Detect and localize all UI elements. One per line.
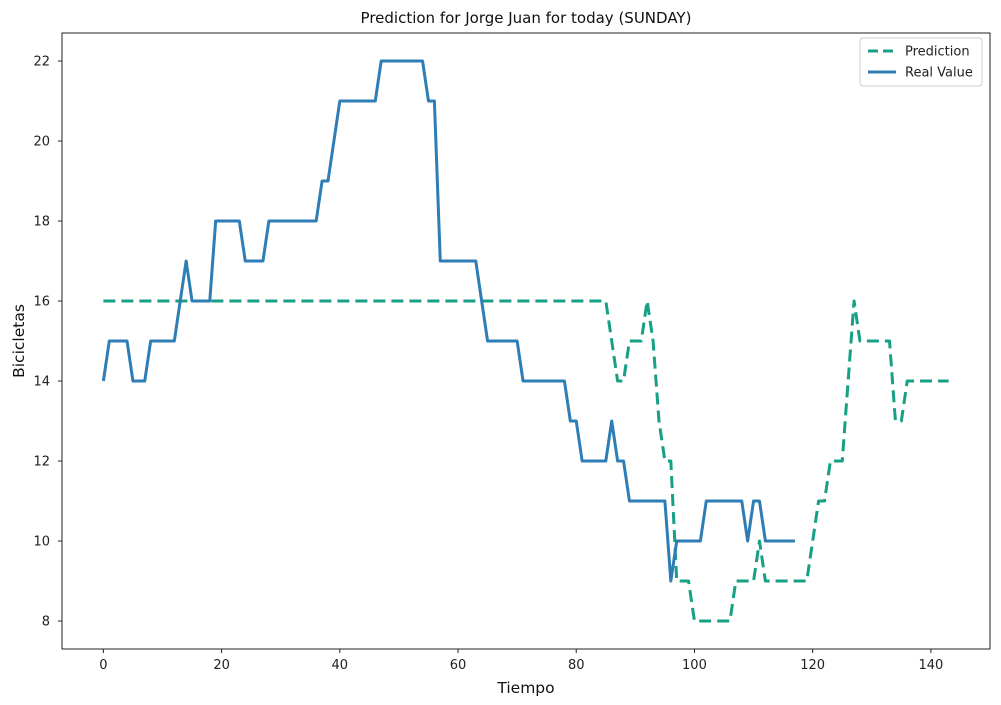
y-tick-label: 8 [42, 615, 50, 630]
x-tick-label: 140 [918, 658, 943, 673]
x-tick-label: 40 [332, 658, 349, 673]
x-tick-label: 60 [450, 658, 467, 673]
x-tick-label: 80 [568, 658, 585, 673]
series-line-prediction [103, 299, 949, 623]
y-tick-label: 20 [33, 135, 50, 150]
legend-label: Prediction [905, 45, 970, 60]
y-tick-label: 18 [33, 215, 50, 230]
y-tick-label: 16 [33, 295, 50, 310]
y-tick-label: 14 [33, 375, 50, 390]
plot-frame [61, 32, 991, 650]
y-axis-label: Bicicletas [10, 304, 28, 378]
legend: Prediction Real Value [859, 37, 983, 87]
x-tick-label: 100 [682, 658, 707, 673]
chart-title: Prediction for Jorge Juan for today (SUN… [361, 9, 692, 27]
x-axis-ticks: 0 20 40 60 80 100 120 140 [99, 649, 943, 673]
legend-label: Real Value [905, 66, 973, 81]
x-tick-label: 20 [213, 658, 230, 673]
y-tick-label: 22 [33, 55, 50, 70]
y-axis-ticks: 8 10 12 14 16 18 20 22 [33, 55, 62, 630]
x-tick-label: 0 [99, 658, 107, 673]
y-tick-label: 10 [33, 535, 50, 550]
series-line-real-value [101, 59, 795, 583]
y-tick-label: 12 [33, 455, 50, 470]
x-tick-label: 120 [800, 658, 825, 673]
x-axis-label: Tiempo [496, 679, 554, 697]
plot-area [61, 32, 991, 650]
series-layer [101, 59, 949, 623]
